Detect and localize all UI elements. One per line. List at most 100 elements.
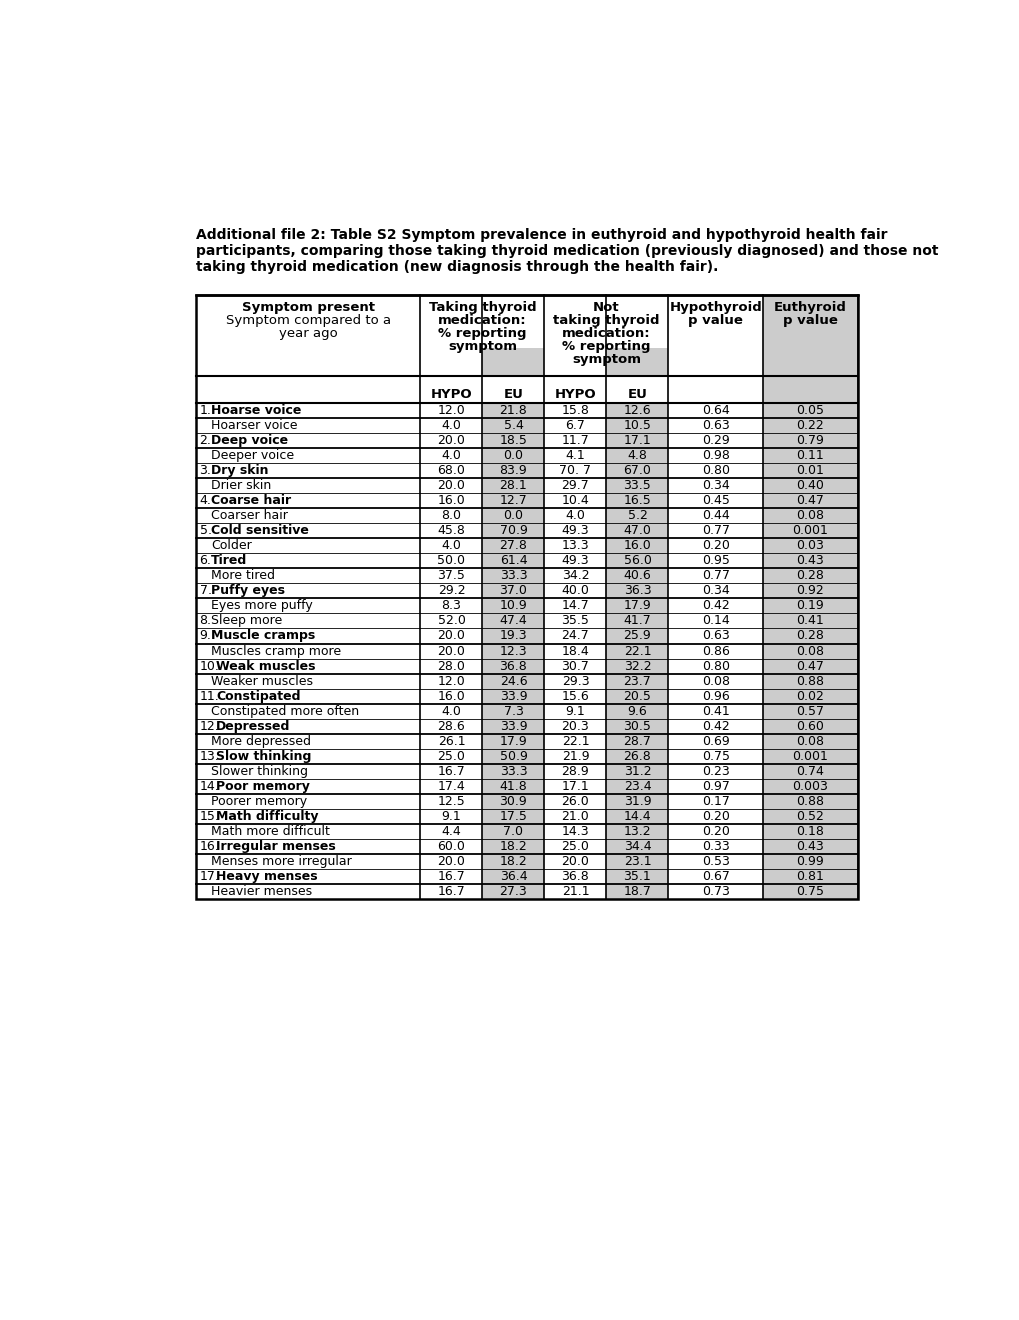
Text: Symptom present: Symptom present bbox=[242, 301, 374, 314]
Bar bbox=[482, 734, 544, 748]
Text: 22.1: 22.1 bbox=[561, 735, 589, 747]
Text: 20.0: 20.0 bbox=[437, 434, 465, 447]
Text: Dry skin: Dry skin bbox=[211, 465, 268, 478]
Text: Not: Not bbox=[593, 301, 620, 314]
Bar bbox=[482, 553, 544, 569]
Bar bbox=[762, 294, 857, 899]
Text: 0.34: 0.34 bbox=[701, 479, 729, 492]
Text: 29.3: 29.3 bbox=[561, 675, 589, 688]
Text: 9.: 9. bbox=[200, 630, 211, 643]
Text: 12.7: 12.7 bbox=[499, 495, 527, 507]
Text: Poorer memory: Poorer memory bbox=[211, 795, 307, 808]
Text: Constipated more often: Constipated more often bbox=[211, 705, 359, 718]
Bar bbox=[482, 838, 544, 854]
Bar bbox=[606, 854, 667, 869]
Text: 13.2: 13.2 bbox=[623, 825, 650, 838]
Bar bbox=[762, 433, 857, 449]
Bar bbox=[762, 418, 857, 433]
Text: 4.8: 4.8 bbox=[627, 449, 647, 462]
Text: 33.9: 33.9 bbox=[499, 719, 527, 733]
Text: 0.20: 0.20 bbox=[701, 809, 729, 822]
Text: 0.14: 0.14 bbox=[701, 615, 729, 627]
Text: 47.0: 47.0 bbox=[623, 524, 651, 537]
Bar bbox=[482, 508, 544, 524]
Text: 17.1: 17.1 bbox=[561, 780, 589, 792]
Text: taking thyroid: taking thyroid bbox=[552, 314, 659, 327]
Bar bbox=[196, 294, 857, 899]
Bar bbox=[482, 404, 544, 418]
Bar bbox=[762, 809, 857, 824]
Text: HYPO: HYPO bbox=[554, 388, 596, 401]
Text: Menses more irregular: Menses more irregular bbox=[211, 855, 352, 867]
Bar bbox=[482, 704, 544, 718]
Text: medication:: medication: bbox=[561, 327, 650, 341]
Text: 4.0: 4.0 bbox=[565, 510, 585, 523]
Text: More tired: More tired bbox=[211, 569, 275, 582]
Text: 18.2: 18.2 bbox=[499, 855, 527, 867]
Text: 0.47: 0.47 bbox=[796, 495, 823, 507]
Text: 12.0: 12.0 bbox=[437, 675, 465, 688]
Text: 16.0: 16.0 bbox=[623, 540, 651, 552]
Bar bbox=[482, 824, 544, 838]
Text: 0.28: 0.28 bbox=[796, 630, 823, 643]
Text: 0.98: 0.98 bbox=[701, 449, 729, 462]
Text: 4.: 4. bbox=[200, 495, 211, 507]
Text: 20.3: 20.3 bbox=[561, 719, 589, 733]
Text: 16.: 16. bbox=[200, 840, 219, 853]
Text: 0.88: 0.88 bbox=[796, 675, 823, 688]
Bar bbox=[762, 583, 857, 598]
Bar bbox=[606, 569, 667, 583]
Text: 41.7: 41.7 bbox=[623, 615, 651, 627]
Bar bbox=[606, 523, 667, 539]
Bar bbox=[606, 748, 667, 763]
Text: EU: EU bbox=[627, 388, 647, 401]
Bar bbox=[482, 673, 544, 689]
Bar bbox=[762, 779, 857, 793]
Bar bbox=[482, 763, 544, 779]
Text: 0.28: 0.28 bbox=[796, 569, 823, 582]
Text: 0.52: 0.52 bbox=[796, 809, 823, 822]
Text: Irregular menses: Irregular menses bbox=[216, 840, 335, 853]
Bar bbox=[606, 583, 667, 598]
Bar bbox=[606, 508, 667, 524]
Text: 45.8: 45.8 bbox=[437, 524, 465, 537]
Text: 40.6: 40.6 bbox=[623, 569, 651, 582]
Text: 8.0: 8.0 bbox=[441, 510, 461, 523]
Text: 20.0: 20.0 bbox=[561, 855, 589, 867]
Text: 18.7: 18.7 bbox=[623, 884, 651, 898]
Text: 0.003: 0.003 bbox=[792, 780, 827, 792]
Text: 49.3: 49.3 bbox=[561, 524, 589, 537]
Text: 20.0: 20.0 bbox=[437, 644, 465, 657]
Text: 14.4: 14.4 bbox=[623, 809, 650, 822]
Bar bbox=[606, 869, 667, 884]
Text: 0.44: 0.44 bbox=[701, 510, 729, 523]
Text: taking thyroid medication (new diagnosis through the health fair).: taking thyroid medication (new diagnosis… bbox=[196, 260, 717, 275]
Text: 14.7: 14.7 bbox=[561, 599, 589, 612]
Text: 22.1: 22.1 bbox=[623, 644, 650, 657]
Bar bbox=[482, 628, 544, 644]
Bar bbox=[482, 478, 544, 494]
Text: Heavy menses: Heavy menses bbox=[216, 870, 318, 883]
Text: Deep voice: Deep voice bbox=[211, 434, 288, 447]
Text: 36.8: 36.8 bbox=[499, 660, 527, 672]
Bar bbox=[762, 553, 857, 569]
Bar bbox=[482, 793, 544, 809]
Text: Additional file 2: Table S2 Symptom prevalence in euthyroid and hypothyroid heal: Additional file 2: Table S2 Symptom prev… bbox=[196, 227, 887, 242]
Text: Symptom compared to a: Symptom compared to a bbox=[225, 314, 390, 327]
Text: % reporting: % reporting bbox=[438, 327, 526, 341]
Text: 0.67: 0.67 bbox=[701, 870, 729, 883]
Bar bbox=[482, 418, 544, 433]
Text: Math difficulty: Math difficulty bbox=[216, 809, 318, 822]
Text: 0.42: 0.42 bbox=[701, 599, 729, 612]
Text: More depressed: More depressed bbox=[211, 735, 311, 747]
Text: 0.45: 0.45 bbox=[701, 495, 729, 507]
Bar bbox=[606, 689, 667, 704]
Text: 36.8: 36.8 bbox=[561, 870, 589, 883]
Text: 47.4: 47.4 bbox=[499, 615, 527, 627]
Bar bbox=[762, 569, 857, 583]
Text: 7.0: 7.0 bbox=[503, 825, 523, 838]
Text: 0.01: 0.01 bbox=[796, 465, 823, 478]
Bar bbox=[762, 478, 857, 494]
Text: Colder: Colder bbox=[211, 540, 252, 552]
Text: 10.9: 10.9 bbox=[499, 599, 527, 612]
